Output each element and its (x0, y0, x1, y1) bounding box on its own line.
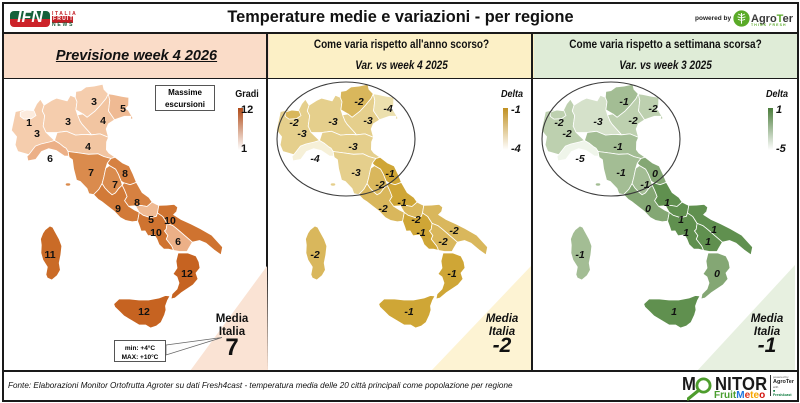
svg-text:8: 8 (134, 197, 140, 209)
svg-text:3: 3 (65, 116, 71, 128)
svg-text:-3: -3 (328, 116, 337, 128)
svg-text:-2: -2 (289, 117, 298, 129)
svg-text:-1: -1 (447, 268, 456, 280)
svg-text:-5: -5 (575, 153, 584, 165)
svg-text:-3: -3 (297, 128, 306, 140)
svg-text:1: 1 (678, 214, 684, 226)
svg-text:5: 5 (120, 103, 126, 115)
svg-text:-1: -1 (404, 306, 413, 318)
svg-text:3: 3 (91, 96, 97, 108)
svg-text:-3: -3 (593, 116, 602, 128)
svg-text:1: 1 (664, 197, 670, 209)
svg-text:-2: -2 (354, 96, 363, 108)
svg-text:-2: -2 (411, 214, 420, 226)
svg-text:1: 1 (705, 236, 711, 248)
svg-text:6: 6 (47, 153, 53, 165)
svg-text:0: 0 (714, 268, 720, 280)
svg-text:-2: -2 (378, 203, 387, 215)
svg-text:12: 12 (181, 268, 193, 280)
svg-text:-3: -3 (351, 167, 360, 179)
svg-text:1: 1 (711, 224, 717, 236)
svg-text:-1: -1 (616, 167, 625, 179)
svg-text:-2: -2 (375, 179, 384, 191)
svg-text:-1: -1 (613, 141, 622, 153)
svg-text:0: 0 (645, 203, 651, 215)
svg-text:-1: -1 (619, 96, 628, 108)
svg-text:7: 7 (88, 167, 94, 179)
svg-text:4: 4 (100, 115, 106, 127)
svg-text:10: 10 (150, 227, 162, 239)
svg-text:12: 12 (138, 306, 150, 318)
svg-text:1: 1 (26, 117, 32, 129)
svg-text:-1: -1 (397, 197, 406, 209)
svg-text:0: 0 (652, 168, 658, 180)
svg-text:-2: -2 (648, 103, 657, 115)
svg-text:7: 7 (112, 179, 118, 191)
svg-text:-3: -3 (348, 141, 357, 153)
svg-text:-2: -2 (438, 236, 447, 248)
svg-text:-2: -2 (449, 225, 458, 237)
svg-text:5: 5 (148, 214, 154, 226)
svg-text:-3: -3 (363, 115, 372, 127)
svg-text:11: 11 (44, 249, 55, 261)
svg-text:1: 1 (671, 306, 677, 318)
svg-text:-2: -2 (310, 249, 319, 261)
svg-text:-1: -1 (416, 227, 425, 239)
svg-text:-2: -2 (628, 115, 637, 127)
svg-text:-1: -1 (575, 249, 584, 261)
svg-text:-4: -4 (310, 153, 319, 165)
svg-text:-2: -2 (554, 117, 563, 129)
svg-text:1: 1 (683, 227, 689, 239)
svg-text:9: 9 (115, 203, 121, 215)
svg-text:6: 6 (175, 236, 181, 248)
svg-text:-1: -1 (385, 168, 394, 180)
svg-text:4: 4 (85, 141, 91, 153)
svg-text:-2: -2 (562, 128, 571, 140)
svg-text:8: 8 (122, 168, 128, 180)
svg-text:-1: -1 (640, 179, 649, 191)
svg-text:-4: -4 (383, 103, 392, 115)
svg-text:3: 3 (34, 128, 40, 140)
svg-text:10: 10 (164, 215, 176, 227)
